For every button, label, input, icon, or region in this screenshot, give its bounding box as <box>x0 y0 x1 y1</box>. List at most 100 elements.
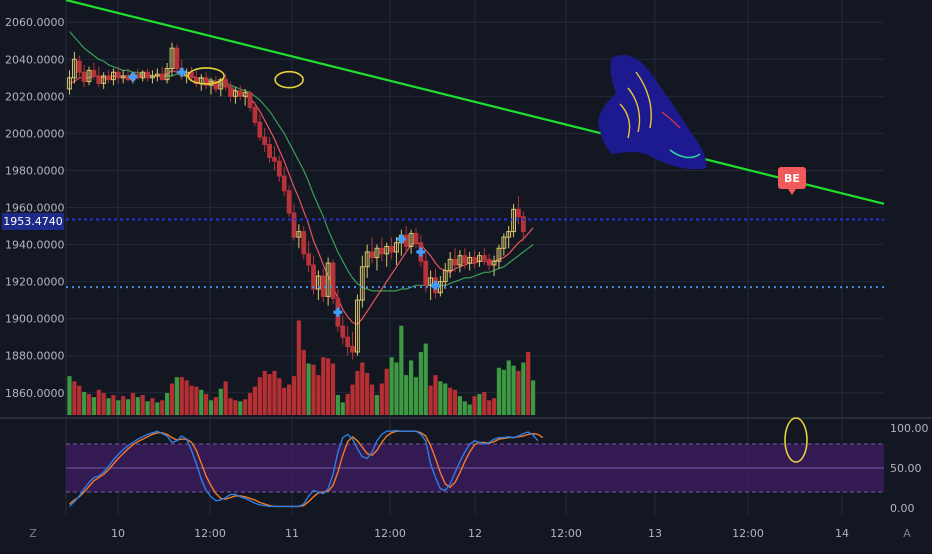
volume-bar <box>379 383 384 415</box>
volume-bar <box>140 395 145 415</box>
candle <box>262 127 268 152</box>
volume-bar <box>330 363 336 415</box>
candle-body <box>477 255 482 262</box>
be-label-box <box>778 167 806 189</box>
candle-body <box>467 257 473 264</box>
candle-body <box>447 258 453 271</box>
volume-bar <box>160 400 165 415</box>
volume-bar <box>501 369 506 415</box>
candle-body <box>452 258 458 266</box>
candle-body <box>306 253 312 266</box>
volume-bar <box>462 401 467 415</box>
volume-bar <box>174 377 179 415</box>
candle-body <box>350 345 355 353</box>
candle-body <box>233 90 238 97</box>
candle-body <box>491 260 497 266</box>
candle <box>228 81 233 102</box>
candle <box>384 242 390 267</box>
candle-body <box>154 73 160 77</box>
volume-bar <box>506 360 511 415</box>
volume-bar <box>121 396 126 415</box>
volume-bar <box>91 397 96 415</box>
candle-body <box>115 71 121 79</box>
time-tick-label: 12:00 <box>550 527 582 540</box>
candle-body <box>247 92 253 108</box>
auto-scale-button-right[interactable]: A <box>903 527 911 540</box>
candle <box>389 237 394 260</box>
volume-bar <box>457 396 462 415</box>
candle <box>71 51 77 84</box>
candle <box>472 250 477 269</box>
volume-bar <box>360 362 365 415</box>
volume-bar <box>277 378 282 415</box>
candle <box>154 68 160 82</box>
price-tick-label: 2040.0000 <box>5 53 65 66</box>
candle <box>242 88 248 106</box>
candle <box>369 237 375 264</box>
price-tick-label: 1860.0000 <box>5 387 65 400</box>
candle-body <box>140 71 146 79</box>
volume-bar <box>443 383 448 415</box>
volume-bar <box>145 401 150 415</box>
osc-tick-label: 0.00 <box>890 502 915 515</box>
candle-body <box>296 231 302 238</box>
volume-bar <box>433 375 438 415</box>
candle-body <box>389 245 394 253</box>
volume-bar <box>155 402 160 415</box>
price-tick-label: 1920.0000 <box>5 276 65 289</box>
candle-body <box>91 69 97 77</box>
candle <box>374 244 380 271</box>
candle <box>76 55 82 78</box>
candle-body <box>189 71 194 79</box>
fish-body <box>598 54 707 170</box>
signal-cross <box>416 247 426 257</box>
volume-bar <box>72 381 77 415</box>
candle-body <box>242 92 248 97</box>
osc-tick-label: 100.00 <box>890 422 929 435</box>
candle-body <box>311 264 316 290</box>
volume-bar <box>150 398 155 415</box>
volume-bar <box>272 370 277 415</box>
volume-bar <box>267 374 272 415</box>
price-tick-label: 1980.0000 <box>5 164 65 177</box>
candle <box>408 229 414 254</box>
volume-bar <box>472 396 477 415</box>
volume-bar <box>282 387 287 415</box>
candle <box>257 114 263 141</box>
candle <box>359 255 365 308</box>
candle-body <box>364 251 370 268</box>
candle-body <box>150 75 155 79</box>
volume-bar <box>428 385 433 415</box>
auto-scale-button-left[interactable]: Z <box>29 527 37 540</box>
time-tick-label: 13 <box>648 527 662 540</box>
candle <box>496 244 502 269</box>
candle <box>403 226 409 252</box>
candle <box>237 85 243 101</box>
volume-bar <box>165 392 170 415</box>
volume-bar <box>296 320 301 415</box>
volume-bar <box>531 380 536 415</box>
candle-body <box>501 236 507 249</box>
volume-bar <box>409 360 414 415</box>
time-tick-label: 11 <box>285 527 299 540</box>
axes: 2060.0000 2040.0000 2020.0000 2000.0000 1980… <box>5 16 929 540</box>
time-tick-label: 12:00 <box>194 527 226 540</box>
volume-bar <box>418 352 423 415</box>
candle <box>457 250 463 273</box>
volume-bar <box>526 352 531 415</box>
candle-body <box>286 190 292 214</box>
candle <box>291 203 297 241</box>
candle <box>169 42 175 76</box>
volume-bar <box>223 381 228 415</box>
candle-body <box>340 325 346 338</box>
candle-body <box>472 257 477 262</box>
signal-cross-v <box>433 280 438 290</box>
volume-bar <box>374 395 380 415</box>
candle <box>355 294 360 356</box>
fish-mouth <box>669 149 701 159</box>
volume-bar <box>350 384 355 415</box>
volume-bars <box>67 320 536 415</box>
signal-cross-v <box>399 234 403 244</box>
